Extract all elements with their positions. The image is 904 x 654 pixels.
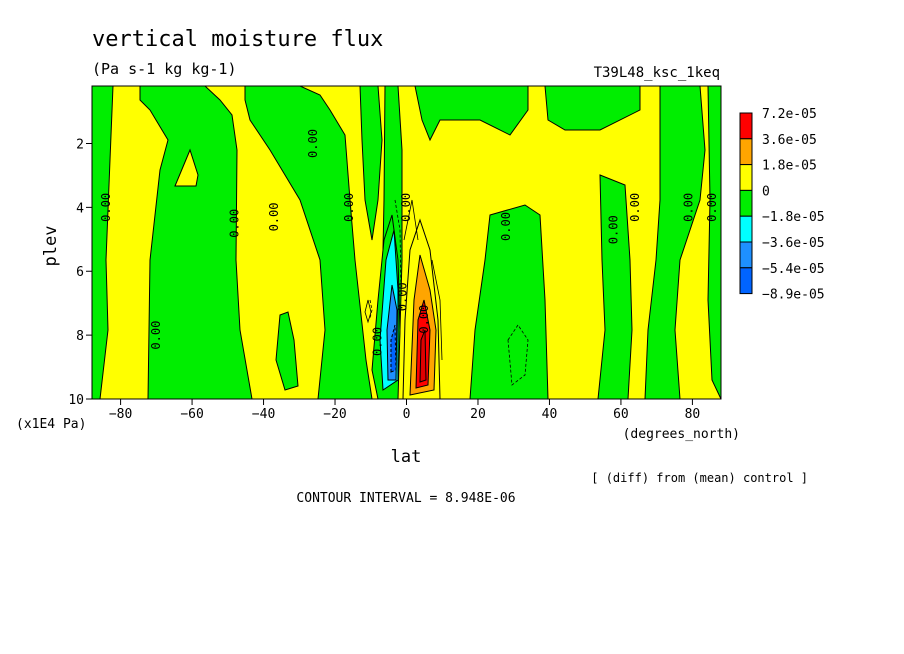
- legend-label: 0: [762, 184, 770, 199]
- solid-contour-equator-right: [431, 259, 443, 361]
- dashed-contour-south-tropics: [369, 299, 373, 319]
- x-tick-label: 20: [470, 407, 486, 422]
- contour-label: 0.00: [306, 129, 320, 158]
- run-label: T39L48_ksc_1keq: [594, 65, 720, 81]
- legend-label: 3.6e-05: [762, 133, 817, 148]
- green-region-yellow-inlet: [174, 148, 199, 187]
- legend-label: −5.4e-05: [762, 262, 825, 277]
- x-axis-units: (degrees_north): [623, 427, 740, 442]
- contour-label: 0.00: [628, 193, 642, 222]
- x-tick-label: 80: [685, 407, 701, 422]
- x-tick-label: −20: [323, 407, 346, 422]
- y-axis-label: plev: [41, 226, 61, 267]
- green-region-south-upper: [359, 85, 383, 241]
- green-region-south-midlat-patch: [275, 311, 299, 391]
- legend-label: −1.8e-05: [762, 210, 825, 225]
- y-tick-label: 8: [76, 329, 84, 344]
- x-axis-label: lat: [391, 447, 422, 467]
- chart-units: (Pa s-1 kg kg-1): [92, 60, 237, 78]
- contour-label: 0.00: [149, 321, 163, 350]
- legend-swatch: [739, 215, 753, 243]
- x-tick-label: −80: [109, 407, 132, 422]
- legend-swatch: [739, 267, 753, 295]
- y-tick-label: 10: [68, 393, 84, 408]
- contour-label: 0.00: [417, 305, 431, 334]
- legend-swatch: [739, 112, 753, 140]
- negative-anomaly: [371, 214, 401, 400]
- dashed-contour-nh-subtrop: [507, 324, 529, 386]
- legend-swatch: [739, 138, 753, 166]
- contour-label: 0.00: [342, 193, 356, 222]
- chart-title: vertical moisture flux: [92, 27, 383, 52]
- legend: 7.2e-05 3.6e-05 1.8e-05 0 −1.8e-05 −3.6e-05 −5…: [739, 107, 825, 303]
- plot-area: 0.00 0.00 0.00 0.00 0.00 0.00 0.00 0.00 0.00 0.00…: [68, 85, 722, 422]
- green-regions: [91, 85, 722, 400]
- y-tick-label: 4: [76, 201, 84, 216]
- legend-label: 7.2e-05: [762, 107, 817, 122]
- contour-label: 0.00: [499, 212, 513, 241]
- x-tick-label: −40: [252, 407, 275, 422]
- legend-label: −3.6e-05: [762, 236, 825, 251]
- contour-label: 0.00: [399, 193, 413, 222]
- dashed-contours: [369, 199, 529, 386]
- contour-label: 0.00: [396, 282, 410, 311]
- contour-label: 0.00: [705, 193, 719, 222]
- y-axis-units: (x1E4 Pa): [16, 417, 86, 432]
- diff-note: [ (diff) from (mean) control ]: [591, 471, 808, 485]
- y-tick-label: 2: [76, 137, 84, 152]
- legend-label: −8.9e-05: [762, 288, 825, 303]
- contour-label: 0.00: [99, 193, 113, 222]
- legend-swatch: [739, 164, 753, 191]
- contour-labels: 0.00 0.00 0.00 0.00 0.00 0.00 0.00 0.00 0.00 0.00…: [99, 129, 719, 356]
- x-tick-label: 60: [613, 407, 629, 422]
- green-region-nh-highlat: [644, 85, 706, 400]
- green-region-nh-upper: [414, 85, 529, 142]
- legend-swatch: [739, 189, 753, 217]
- solid-contours: [364, 199, 443, 361]
- y-tick-label: 6: [76, 265, 84, 280]
- y-axis: 2 4 6 8 10: [68, 137, 92, 408]
- contour-label: 0.00: [681, 193, 695, 222]
- solid-contour-equator-left: [403, 199, 419, 241]
- x-axis: −80 −60 −40 −20 0 20 40 60 80: [109, 399, 700, 422]
- positive-anomaly: [402, 218, 441, 400]
- contour-label: 0.00: [228, 209, 242, 238]
- legend-label: 1.8e-05: [762, 159, 817, 174]
- x-tick-label: −60: [180, 407, 203, 422]
- contour-label: 0.00: [606, 215, 620, 244]
- solid-contour-south-tropics: [364, 299, 372, 324]
- legend-swatch: [739, 241, 753, 269]
- contour-label: 0.00: [267, 202, 281, 231]
- x-tick-label: 0: [403, 407, 411, 422]
- contour-label: 0.00: [370, 327, 384, 356]
- dashed-contour-near-equator: [394, 199, 402, 291]
- contour-interval: CONTOUR INTERVAL = 8.948E-06: [296, 491, 515, 506]
- positive-contour-core: [419, 329, 427, 383]
- x-tick-label: 40: [542, 407, 558, 422]
- negative-contour-core: [390, 324, 397, 373]
